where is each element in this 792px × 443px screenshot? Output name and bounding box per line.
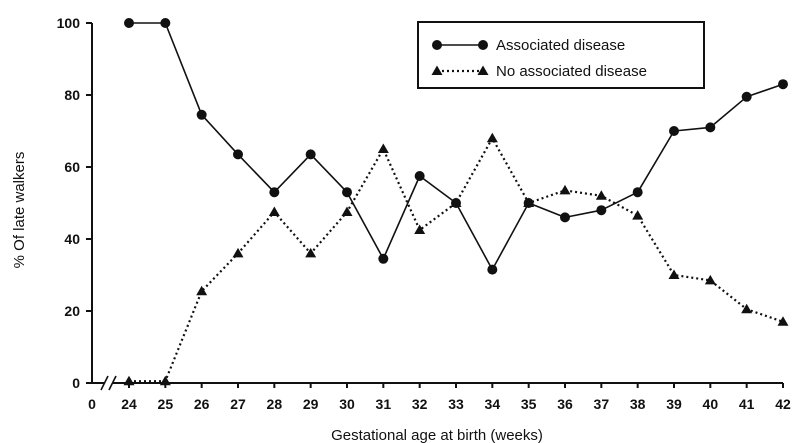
data-point-no-associated bbox=[159, 375, 171, 386]
data-point-associated bbox=[342, 187, 352, 198]
data-point-associated bbox=[741, 91, 752, 102]
data-point-no-associated bbox=[377, 143, 389, 153]
data-point-no-associated bbox=[268, 206, 280, 216]
data-point-no-associated bbox=[741, 303, 753, 314]
x-tick-label: 41 bbox=[739, 396, 755, 412]
x-tick-label: 29 bbox=[303, 396, 319, 412]
legend-box bbox=[417, 21, 705, 89]
x-tick-label: 38 bbox=[630, 396, 646, 412]
x-tick-label: 28 bbox=[267, 396, 283, 412]
axis-break-mark bbox=[100, 375, 109, 391]
x-tick-label: 30 bbox=[339, 396, 355, 412]
x-tick-label: 36 bbox=[557, 396, 573, 412]
data-point-no-associated bbox=[486, 132, 498, 143]
data-point-no-associated bbox=[414, 224, 426, 234]
data-point-no-associated bbox=[668, 269, 680, 279]
data-point-associated bbox=[632, 187, 643, 198]
data-point-associated bbox=[669, 126, 679, 136]
data-point-no-associated bbox=[559, 184, 571, 195]
y-tick-label: 0 bbox=[72, 375, 80, 391]
x-tick-label: 27 bbox=[230, 396, 246, 412]
y-axis-title: % Of late walkers bbox=[11, 152, 28, 269]
data-point-no-associated bbox=[632, 210, 644, 220]
axis-break-mark bbox=[108, 375, 117, 391]
data-point-associated bbox=[596, 205, 607, 216]
data-point-associated bbox=[778, 79, 788, 90]
data-point-no-associated bbox=[232, 247, 244, 258]
legend-label-associated: Associated disease bbox=[496, 37, 625, 54]
data-point-no-associated bbox=[196, 285, 208, 296]
x-tick-label: 0 bbox=[88, 396, 96, 412]
x-tick-label: 25 bbox=[158, 396, 174, 412]
y-tick-label: 60 bbox=[64, 159, 80, 175]
legend-marker-associated bbox=[478, 40, 488, 50]
data-point-associated bbox=[378, 253, 389, 264]
y-tick-label: 80 bbox=[64, 87, 80, 103]
x-tick-label: 31 bbox=[376, 396, 392, 412]
x-tick-label: 32 bbox=[412, 396, 428, 412]
data-point-no-associated bbox=[704, 274, 716, 285]
y-tick-label: 100 bbox=[57, 15, 81, 31]
x-tick-label: 34 bbox=[485, 396, 501, 412]
x-tick-label: 24 bbox=[121, 396, 137, 412]
data-point-associated bbox=[160, 18, 171, 28]
legend-label-no-associated: No associated disease bbox=[496, 63, 647, 80]
x-tick-label: 40 bbox=[703, 396, 719, 412]
legend-marker-associated bbox=[432, 40, 442, 50]
data-point-associated bbox=[269, 187, 280, 198]
data-point-no-associated bbox=[777, 316, 789, 326]
data-point-associated bbox=[487, 264, 498, 275]
data-point-associated bbox=[124, 18, 134, 28]
x-tick-label: 26 bbox=[194, 396, 210, 412]
legend-marker-no-associated bbox=[431, 65, 443, 75]
data-point-no-associated bbox=[305, 247, 317, 258]
data-point-associated bbox=[233, 149, 243, 160]
x-tick-label: 35 bbox=[521, 396, 537, 412]
series-line-no-associated bbox=[129, 137, 784, 383]
data-point-associated bbox=[196, 109, 207, 120]
data-point-no-associated bbox=[450, 197, 462, 207]
data-point-no-associated bbox=[523, 197, 535, 207]
data-point-no-associated bbox=[595, 190, 607, 200]
data-point-associated bbox=[414, 171, 425, 181]
data-point-no-associated bbox=[123, 375, 135, 386]
x-tick-label: 39 bbox=[666, 396, 682, 412]
data-point-associated bbox=[305, 149, 316, 160]
x-tick-label: 42 bbox=[775, 396, 791, 412]
data-point-associated bbox=[705, 122, 716, 133]
series-layer bbox=[123, 18, 789, 386]
data-point-no-associated bbox=[341, 206, 353, 216]
data-point-associated bbox=[560, 212, 570, 223]
x-tick-label: 37 bbox=[594, 396, 610, 412]
x-tick-label: 33 bbox=[448, 396, 464, 412]
y-tick-label: 20 bbox=[64, 303, 80, 319]
x-axis-title: Gestational age at birth (weeks) bbox=[331, 427, 543, 443]
legend-marker-no-associated bbox=[477, 65, 489, 75]
legend: Associated disease No associated disease bbox=[417, 21, 705, 89]
y-tick-label: 40 bbox=[64, 231, 80, 247]
